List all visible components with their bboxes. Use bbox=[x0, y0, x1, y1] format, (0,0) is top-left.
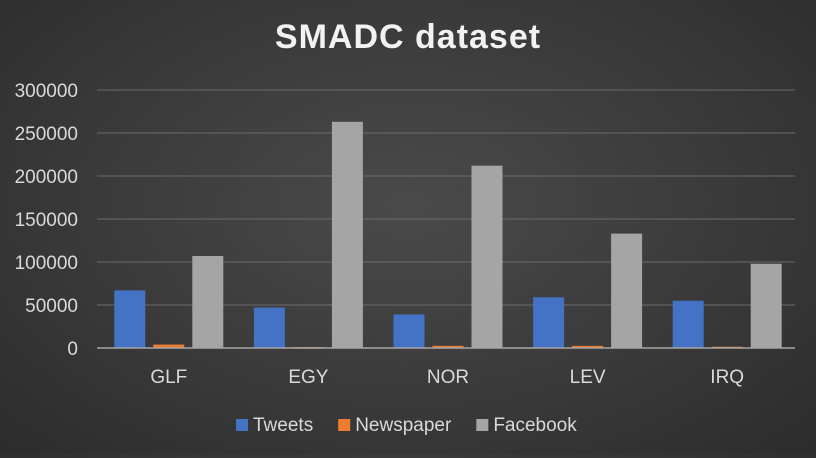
x-tick-label: LEV bbox=[570, 367, 606, 388]
legend-label: Facebook bbox=[493, 415, 577, 436]
x-tick-label: GLF bbox=[150, 367, 187, 388]
x-axis-ticks: GLF EGY NOR LEV IRQ bbox=[150, 367, 744, 388]
legend-label: Newspaper bbox=[355, 415, 452, 436]
bar-tweets-egy bbox=[253, 307, 285, 348]
y-tick-label: 150000 bbox=[15, 210, 78, 231]
y-tick-label: 0 bbox=[67, 339, 78, 360]
y-axis-ticks: 0 50000 100000 150000 200000 250000 300000 bbox=[15, 81, 78, 360]
bar-facebook-lev bbox=[611, 233, 643, 348]
legend-label: Tweets bbox=[253, 415, 313, 436]
x-tick-label: IRQ bbox=[710, 367, 744, 388]
legend-swatch bbox=[338, 419, 351, 431]
y-tick-label: 300000 bbox=[15, 81, 78, 102]
y-tick-label: 250000 bbox=[15, 124, 78, 145]
bars bbox=[114, 121, 782, 348]
bar-facebook-irq bbox=[750, 263, 782, 348]
bar-tweets-irq bbox=[672, 300, 704, 348]
legend[interactable]: Tweets Newspaper Facebook bbox=[236, 415, 577, 436]
bar-tweets-lev bbox=[533, 297, 565, 348]
legend-item-newspaper[interactable]: Newspaper bbox=[338, 415, 452, 436]
y-tick-label: 50000 bbox=[25, 296, 78, 317]
bar-facebook-egy bbox=[331, 121, 363, 348]
legend-swatch bbox=[476, 419, 489, 431]
bar-facebook-glf bbox=[192, 255, 224, 348]
bar-newspaper-nor bbox=[432, 345, 464, 348]
bar-tweets-nor bbox=[393, 314, 425, 348]
bar-newspaper-lev bbox=[572, 345, 604, 348]
x-tick-label: NOR bbox=[427, 367, 469, 388]
legend-swatch bbox=[236, 419, 248, 431]
bar-tweets-glf bbox=[114, 290, 146, 348]
chart-title: SMADC dataset bbox=[275, 18, 541, 56]
bar-facebook-nor bbox=[471, 165, 503, 348]
legend-item-facebook[interactable]: Facebook bbox=[476, 415, 577, 436]
y-tick-label: 200000 bbox=[15, 167, 78, 188]
x-tick-label: EGY bbox=[288, 367, 328, 388]
y-tick-label: 100000 bbox=[15, 253, 78, 274]
legend-item-tweets[interactable]: Tweets bbox=[236, 415, 313, 436]
bar-newspaper-glf bbox=[153, 344, 185, 348]
